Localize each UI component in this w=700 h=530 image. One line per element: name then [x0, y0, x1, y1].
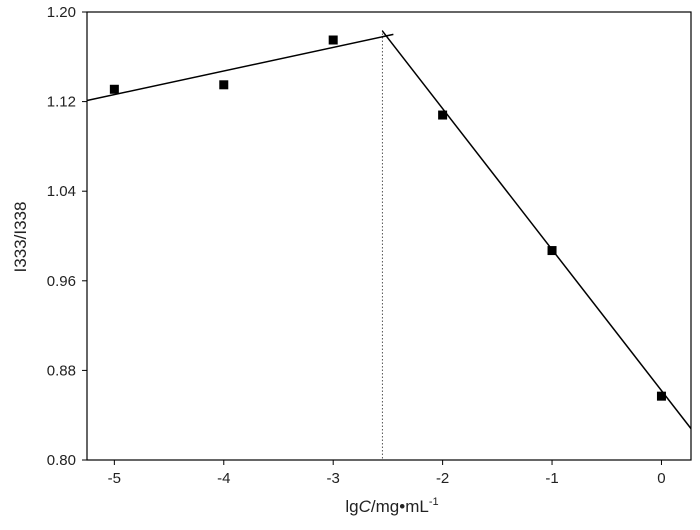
y-tick-label: 0.96	[47, 273, 76, 290]
y-tick-label: 1.20	[47, 4, 76, 21]
x-tick-label: -4	[217, 470, 230, 487]
x-tick-label: -2	[436, 470, 449, 487]
data-point	[547, 246, 557, 256]
y-axis-title: I333/I338	[11, 202, 30, 273]
fit-line	[381, 30, 692, 430]
fit-line	[86, 33, 394, 102]
x-axis-title-unit: /mg•mL	[371, 497, 429, 516]
data-point	[328, 35, 338, 45]
x-axis-title-superscript: -1	[429, 496, 439, 508]
x-tick-label: 0	[657, 470, 665, 487]
x-axis-title-variable: C	[359, 497, 372, 516]
x-axis-title: lgC/mg•mL-1	[345, 496, 438, 516]
data-point	[109, 84, 119, 94]
y-tick-label: 1.12	[47, 94, 76, 111]
y-tick-label: 0.88	[47, 362, 76, 379]
axis-layer: -5 -4 -3 -2 -1 0 0.80 0.88 0.96 1.04 1.12 1.20	[47, 4, 692, 487]
x-tick-label: -1	[545, 470, 558, 487]
plot-layer	[86, 30, 692, 460]
data-point	[438, 110, 448, 120]
data-point	[656, 391, 666, 401]
y-tick-label: 1.04	[47, 183, 76, 200]
data-point	[219, 80, 229, 90]
x-axis-title-prefix: lg	[345, 497, 358, 516]
y-tick-label: 0.80	[47, 452, 76, 469]
x-tick-label: -5	[108, 470, 121, 487]
x-tick-label: -3	[327, 470, 340, 487]
plot-frame	[86, 11, 692, 461]
